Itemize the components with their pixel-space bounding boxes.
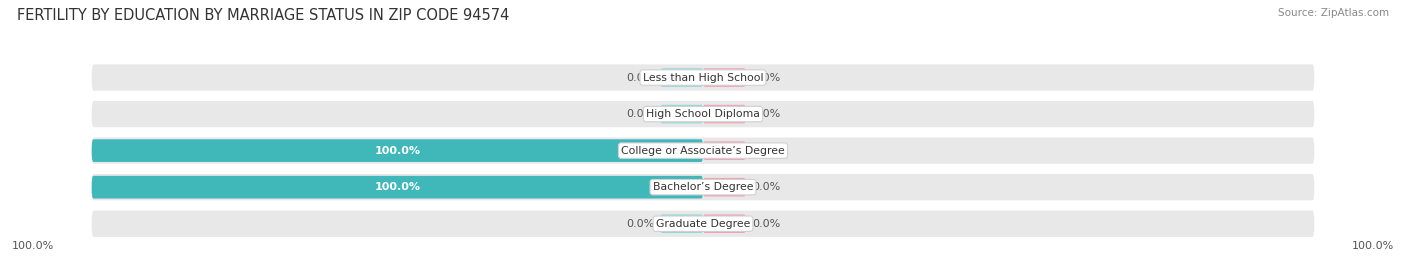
FancyBboxPatch shape <box>661 105 703 123</box>
Text: 0.0%: 0.0% <box>626 73 654 83</box>
FancyBboxPatch shape <box>91 101 1315 127</box>
FancyBboxPatch shape <box>661 214 703 233</box>
FancyBboxPatch shape <box>703 178 745 196</box>
FancyBboxPatch shape <box>91 176 703 199</box>
Text: 100.0%: 100.0% <box>13 241 55 252</box>
FancyBboxPatch shape <box>703 214 745 233</box>
Text: 100.0%: 100.0% <box>1351 241 1393 252</box>
Text: 0.0%: 0.0% <box>752 219 780 229</box>
Legend: Married, Unmarried: Married, Unmarried <box>627 265 779 269</box>
Text: FERTILITY BY EDUCATION BY MARRIAGE STATUS IN ZIP CODE 94574: FERTILITY BY EDUCATION BY MARRIAGE STATU… <box>17 8 509 23</box>
Text: High School Diploma: High School Diploma <box>647 109 759 119</box>
Text: 0.0%: 0.0% <box>752 182 780 192</box>
Text: 0.0%: 0.0% <box>752 146 780 156</box>
Text: Bachelor’s Degree: Bachelor’s Degree <box>652 182 754 192</box>
FancyBboxPatch shape <box>91 211 1315 237</box>
FancyBboxPatch shape <box>91 139 703 162</box>
FancyBboxPatch shape <box>703 68 745 87</box>
Text: Graduate Degree: Graduate Degree <box>655 219 751 229</box>
Text: 0.0%: 0.0% <box>752 73 780 83</box>
Text: College or Associate’s Degree: College or Associate’s Degree <box>621 146 785 156</box>
Text: 100.0%: 100.0% <box>374 146 420 156</box>
FancyBboxPatch shape <box>91 137 1315 164</box>
Text: Source: ZipAtlas.com: Source: ZipAtlas.com <box>1278 8 1389 18</box>
FancyBboxPatch shape <box>91 64 1315 91</box>
FancyBboxPatch shape <box>703 141 745 160</box>
Text: 0.0%: 0.0% <box>626 109 654 119</box>
FancyBboxPatch shape <box>661 68 703 87</box>
Text: 100.0%: 100.0% <box>374 182 420 192</box>
Text: 0.0%: 0.0% <box>752 109 780 119</box>
FancyBboxPatch shape <box>703 105 745 123</box>
Text: 0.0%: 0.0% <box>626 219 654 229</box>
Text: Less than High School: Less than High School <box>643 73 763 83</box>
FancyBboxPatch shape <box>91 174 1315 200</box>
